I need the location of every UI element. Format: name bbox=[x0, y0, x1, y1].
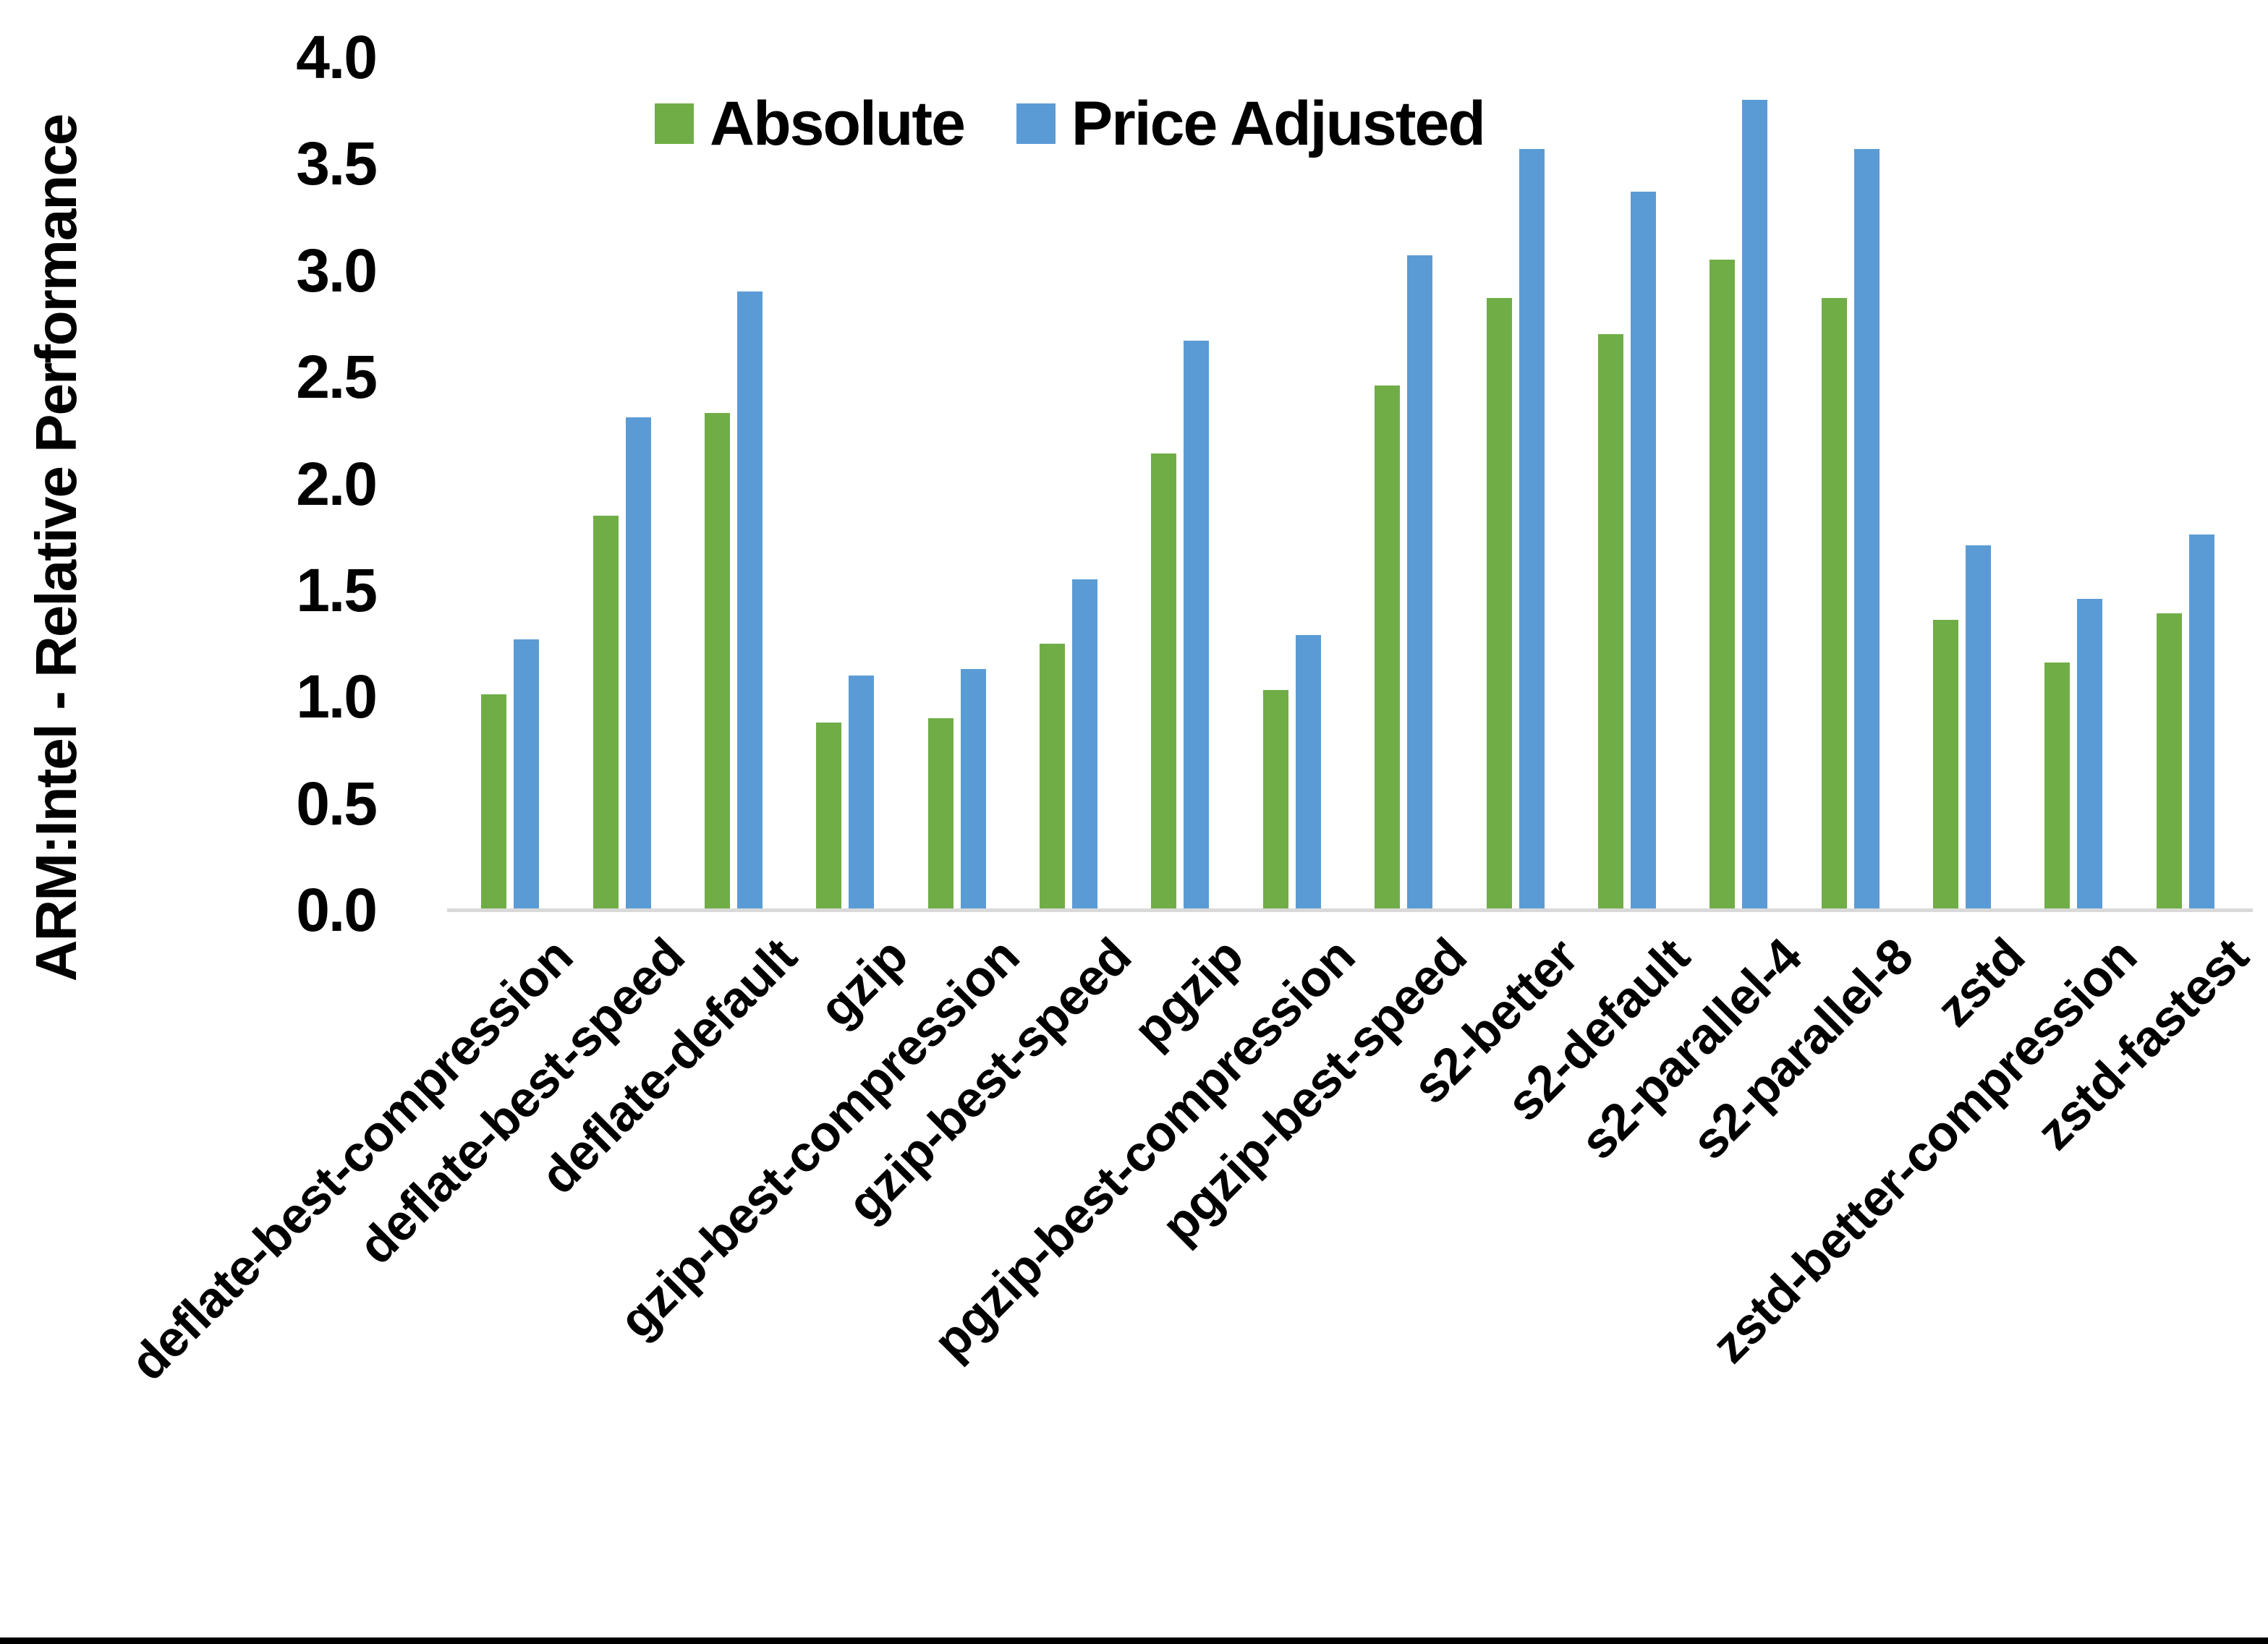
bar-group-gzip-best-speed bbox=[1013, 57, 1124, 910]
y-axis-title: ARM:Intel - Relative Performance bbox=[24, 114, 88, 982]
y-tick-label-0.5: 0.5 bbox=[296, 769, 378, 838]
y-tick-label-3.5: 3.5 bbox=[296, 129, 378, 198]
y-tick-label-0.0: 0.0 bbox=[296, 876, 378, 944]
bar-absolute-zstd bbox=[1933, 620, 1959, 910]
legend-item-absolute: Absolute bbox=[655, 89, 966, 158]
bar-price-adjusted-pgzip bbox=[1184, 341, 1210, 910]
bar-series-container bbox=[454, 57, 2241, 910]
bar-absolute-s2-parallel-4 bbox=[1710, 260, 1736, 910]
bar-group-gzip bbox=[789, 57, 901, 910]
legend: Absolute Price Adjusted bbox=[655, 89, 1486, 158]
y-tick-label-1.5: 1.5 bbox=[296, 555, 378, 624]
legend-swatch-price-adjusted bbox=[1016, 103, 1056, 144]
bar-absolute-s2-better bbox=[1486, 298, 1512, 910]
bar-absolute-s2-parallel-8 bbox=[1821, 298, 1847, 910]
x-label-anchor-zstd-fastest: zstd-fastest bbox=[1945, 927, 2259, 1161]
bar-group-pgzip-best-compression bbox=[1236, 57, 1348, 910]
bar-price-adjusted-pgzip-best-speed bbox=[1407, 255, 1433, 910]
legend-label-absolute: Absolute bbox=[710, 89, 966, 158]
x-axis-line bbox=[447, 908, 2253, 912]
bar-group-pgzip-best-speed bbox=[1348, 57, 1459, 910]
bar-absolute-pgzip-best-speed bbox=[1375, 385, 1401, 910]
bar-absolute-gzip-best-speed bbox=[1040, 643, 1066, 910]
bar-absolute-deflate-default bbox=[704, 413, 730, 910]
legend-swatch-absolute bbox=[655, 103, 694, 144]
bar-price-adjusted-zstd-fastest bbox=[2188, 534, 2214, 910]
bar-group-pgzip bbox=[1124, 57, 1236, 910]
bar-group-deflate-best-compression bbox=[454, 57, 566, 910]
legend-label-price-adjusted: Price Adjusted bbox=[1071, 89, 1486, 158]
bar-group-s2-better bbox=[1459, 57, 1571, 910]
bar-absolute-s2-default bbox=[1597, 334, 1623, 910]
bar-price-adjusted-deflate-best-compression bbox=[514, 639, 540, 910]
bottom-border-bar bbox=[0, 1637, 2268, 1644]
bar-group-zstd bbox=[1906, 57, 2018, 910]
bar-price-adjusted-pgzip-best-compression bbox=[1295, 634, 1321, 910]
bar-price-adjusted-s2-parallel-4 bbox=[1742, 99, 1768, 910]
bar-price-adjusted-s2-default bbox=[1630, 191, 1656, 910]
bar-group-gzip-best-compression bbox=[901, 57, 1013, 910]
bar-absolute-deflate-best-speed bbox=[593, 515, 619, 910]
bar-absolute-zstd-better-compression bbox=[2044, 663, 2070, 910]
bar-absolute-deflate-best-compression bbox=[481, 694, 507, 910]
y-tick-label-2.0: 2.0 bbox=[296, 449, 378, 518]
y-tick-label-4.0: 4.0 bbox=[296, 23, 378, 91]
bar-group-deflate-default bbox=[678, 57, 789, 910]
y-tick-label-1.0: 1.0 bbox=[296, 663, 378, 731]
bar-price-adjusted-deflate-best-speed bbox=[625, 417, 651, 910]
bar-price-adjusted-deflate-default bbox=[736, 291, 763, 910]
bar-group-zstd-better-compression bbox=[2018, 57, 2129, 910]
bar-absolute-gzip bbox=[816, 722, 842, 910]
plot-area bbox=[454, 57, 2241, 910]
bar-absolute-zstd-fastest bbox=[2156, 613, 2182, 910]
bar-group-s2-parallel-8 bbox=[1795, 57, 1906, 910]
bar-group-s2-default bbox=[1571, 57, 1683, 910]
bar-price-adjusted-zstd-better-compression bbox=[2077, 598, 2103, 910]
bar-price-adjusted-gzip-best-compression bbox=[960, 668, 986, 910]
bar-price-adjusted-zstd bbox=[1966, 545, 1992, 910]
bar-absolute-gzip-best-compression bbox=[927, 717, 954, 910]
bar-group-zstd-fastest bbox=[2130, 57, 2241, 910]
bar-group-s2-parallel-4 bbox=[1683, 57, 1794, 910]
bar-group-deflate-best-speed bbox=[566, 57, 677, 910]
bar-absolute-pgzip bbox=[1151, 453, 1177, 910]
y-tick-label-2.5: 2.5 bbox=[296, 343, 378, 412]
bar-absolute-pgzip-best-compression bbox=[1262, 690, 1288, 910]
bar-price-adjusted-gzip bbox=[849, 675, 875, 910]
x-tick-label-deflate-best-compression: deflate-best-compression bbox=[119, 927, 584, 1392]
bar-price-adjusted-s2-parallel-8 bbox=[1853, 148, 1880, 910]
bar-price-adjusted-s2-better bbox=[1519, 148, 1545, 910]
legend-item-price-adjusted: Price Adjusted bbox=[1016, 89, 1486, 158]
y-tick-label-3.0: 3.0 bbox=[296, 236, 378, 304]
bar-price-adjusted-gzip-best-speed bbox=[1072, 579, 1098, 910]
